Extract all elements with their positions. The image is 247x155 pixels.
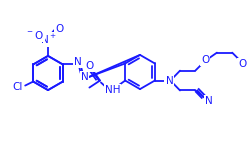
Text: N: N <box>165 75 173 86</box>
Text: O: O <box>55 24 63 34</box>
Text: O: O <box>201 55 209 65</box>
Text: N: N <box>205 96 213 106</box>
Text: O: O <box>86 61 94 71</box>
Text: N$^+$: N$^+$ <box>40 33 56 46</box>
Text: $^-$O: $^-$O <box>24 29 43 41</box>
Text: N: N <box>74 58 82 67</box>
Text: Cl: Cl <box>12 82 22 92</box>
Text: NH: NH <box>105 85 120 95</box>
Text: O: O <box>238 59 246 69</box>
Text: N: N <box>81 72 88 82</box>
